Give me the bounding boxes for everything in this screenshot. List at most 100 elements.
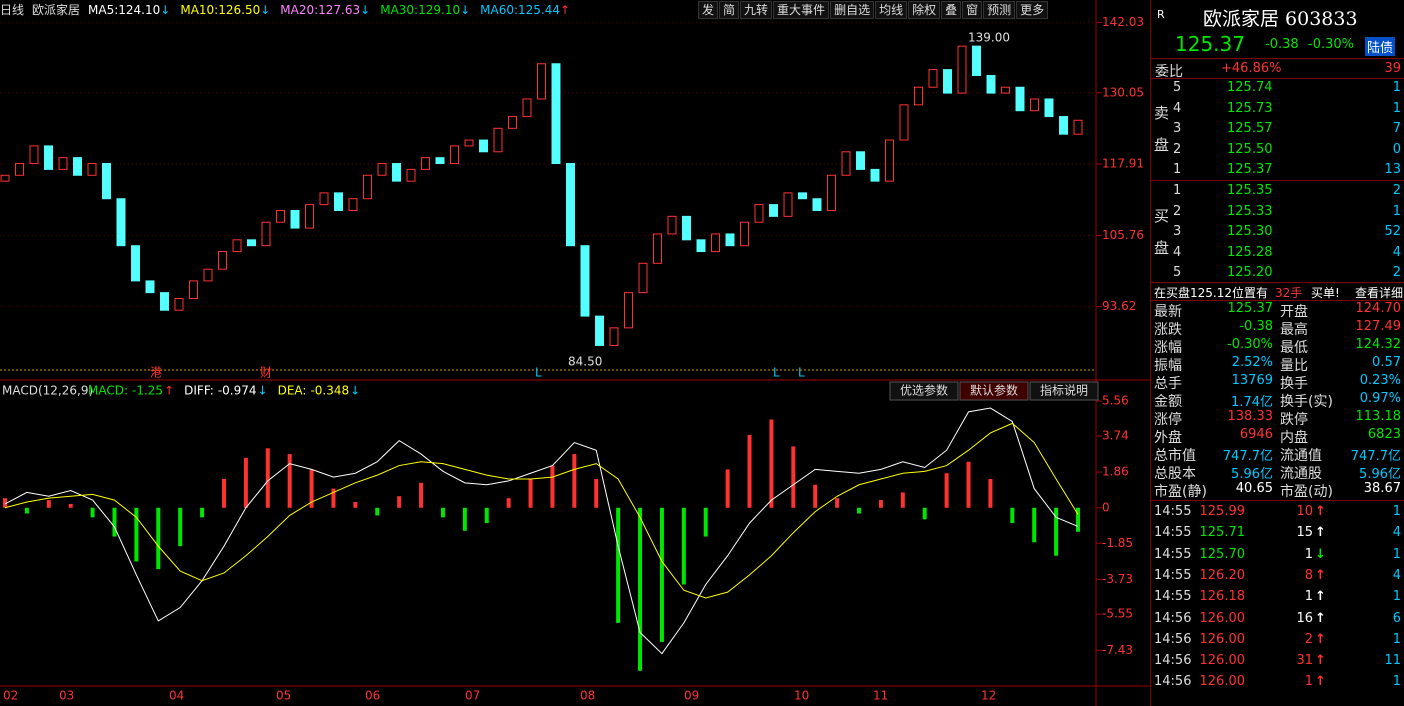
panel-row: 卖 (1151, 100, 1404, 122)
notice-link[interactable]: 查看详细 (1355, 286, 1404, 300)
toolbar-button[interactable]: 重大事件 (773, 1, 830, 19)
tick-count: 6 (1392, 610, 1401, 626)
y-tick-label: -1.85 (1102, 536, 1133, 550)
panel-row: 5 125.20 2 (1151, 263, 1404, 283)
tab-label[interactable]: 默认参数 (970, 383, 1018, 398)
candle (522, 98, 532, 118)
stat-label: 外盘 (1154, 430, 1182, 446)
panel-row: 总手 13769 换手 0.23% (1151, 373, 1404, 392)
candle (609, 327, 619, 346)
ratio: +46.86% (1221, 61, 1282, 76)
stat-label: 最新 (1154, 304, 1182, 320)
macd-bar (200, 507, 205, 518)
candle (174, 298, 184, 311)
x-tick-label: 03 (59, 689, 74, 703)
macd-bar (287, 454, 292, 508)
tick-vol: 8 (1304, 567, 1313, 583)
candle (798, 192, 807, 200)
toolbar-button[interactable]: 删自选 (830, 1, 875, 19)
x-tick-label: 07 (465, 689, 480, 703)
stat-value: 138.33 (1227, 409, 1274, 424)
toolbar-button[interactable]: 叠 (941, 1, 962, 19)
toolbar-button[interactable]: 窗 (962, 1, 983, 19)
toolbar-button[interactable]: 发 (698, 1, 719, 19)
book-vol: 52 (1384, 224, 1401, 239)
stat-label: 市盈(动) (1280, 484, 1333, 500)
macd-bar (353, 502, 358, 508)
macd-bar (747, 434, 752, 508)
panel-row: 14:56 126.00 2 ↑ 1 (1151, 630, 1404, 650)
panel-row: 125.37 -0.38 -0.30% 陆债 (1151, 32, 1404, 56)
y-tick-label: 142.03 (1102, 15, 1144, 29)
event-marker: L (773, 366, 780, 380)
candle (247, 239, 256, 247)
panel-row: 4 125.28 4 (1151, 243, 1404, 263)
panel-row: 市盈(静) 40.65 市盈(动) 38.67 (1151, 481, 1404, 500)
macd-bar (900, 492, 905, 508)
separator (1151, 58, 1404, 59)
candle (943, 69, 952, 94)
toolbar-button[interactable]: 简 (719, 1, 740, 19)
macd-bar (1032, 507, 1037, 543)
macd-bar (156, 507, 161, 570)
macd-bar (835, 498, 840, 508)
candle (73, 157, 82, 176)
macd-bar (484, 507, 489, 524)
macd-bar (24, 507, 29, 514)
toolbar-button[interactable]: 预测 (983, 1, 1016, 19)
book-vol: 4 (1392, 244, 1401, 260)
tick-count: 1 (1392, 589, 1401, 605)
tick-vol: 16 (1296, 610, 1313, 626)
tab[interactable] (1029, 381, 1099, 401)
separator (1151, 500, 1404, 501)
candle (261, 221, 271, 247)
panel-row: 盘 (1151, 235, 1404, 257)
stat-label: 内盘 (1280, 430, 1308, 446)
candle (537, 63, 546, 100)
tick-time: 14:56 (1154, 674, 1192, 690)
tab[interactable] (959, 381, 1029, 401)
candle (914, 86, 923, 106)
candle (377, 163, 387, 176)
tick-arrow: ↑ (1315, 610, 1326, 626)
tick-time: 14:55 (1154, 525, 1192, 541)
toolbar-button[interactable]: 均线 (875, 1, 908, 19)
x-tick-label: 06 (365, 689, 380, 703)
candle (493, 127, 503, 153)
period: 日线 (0, 3, 25, 17)
ma-arrow: ↑ (560, 3, 571, 17)
tab[interactable] (889, 381, 959, 401)
tick-time: 14:55 (1154, 589, 1192, 605)
macd-bar (703, 507, 708, 537)
separator (1151, 78, 1404, 79)
macd-bar (966, 461, 971, 508)
ma-value: 127.63 (318, 3, 361, 17)
macd-bar (178, 507, 183, 547)
tab-label[interactable]: 优选参数 (900, 383, 948, 398)
x-tick-label: 04 (169, 689, 184, 703)
macd-bar (857, 507, 862, 514)
book-price: 125.20 (1227, 265, 1273, 280)
tick-time: 14:56 (1154, 631, 1192, 647)
candle (682, 215, 691, 241)
toolbar-button[interactable]: 九转 (740, 1, 773, 19)
x-tick-label: 05 (276, 689, 291, 703)
price: 125.37 (1175, 32, 1245, 56)
ratio-label: 委比 (1155, 64, 1183, 80)
toolbar-button[interactable]: 更多 (1016, 1, 1049, 19)
tick-arrow: ↑ (1315, 504, 1326, 519)
stat-value: 0.23% (1359, 373, 1401, 388)
y-tick-label: 117.91 (1102, 157, 1144, 171)
candle (334, 192, 343, 211)
tab-label[interactable]: 指标说明 (1040, 383, 1088, 398)
macd-bar (419, 482, 424, 508)
candle (885, 139, 894, 182)
separator (1151, 180, 1404, 181)
candle (232, 239, 242, 253)
macd-bar (725, 469, 730, 508)
side-label: 盘 (1154, 239, 1170, 257)
stat-label: 跌停 (1280, 412, 1308, 428)
toolbar-button[interactable]: 除权 (908, 1, 941, 19)
candle (827, 174, 836, 211)
macd-bar (769, 419, 774, 508)
